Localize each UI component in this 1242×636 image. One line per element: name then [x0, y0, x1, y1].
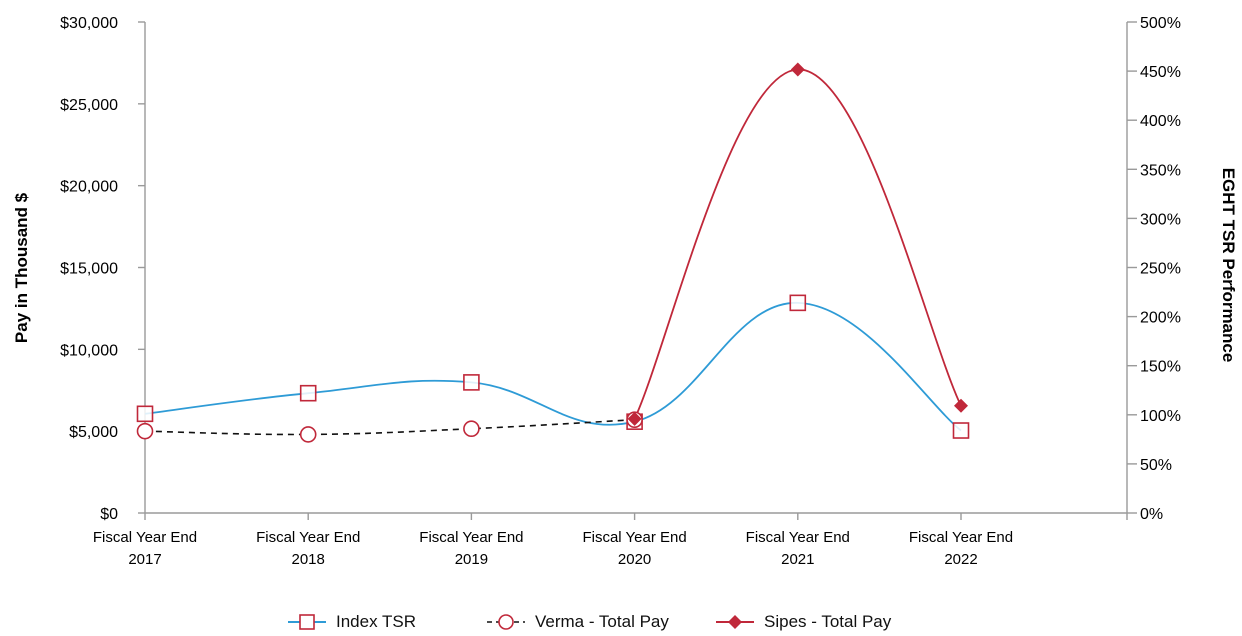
- series-line-index-tsr: [144, 301, 962, 432]
- left-tick-label: $0: [100, 506, 118, 523]
- x-tick-label-line: 2018: [292, 551, 325, 568]
- chart: $0 $5,000 $10,000 $15,000 $20,000 $25,000 $30,…: [12, 15, 1238, 568]
- legend: Index TSR Verma - Total Pay Sipes - Tota…: [0, 608, 1242, 636]
- x-tick-label: Fiscal Year End 2021: [746, 529, 850, 568]
- marker-index-tsr: [952, 422, 970, 439]
- x-tick-label-line: 2020: [618, 551, 651, 568]
- x-tick-label-line: 2022: [944, 551, 977, 568]
- legend-swatch-sipes: [716, 615, 754, 629]
- right-tick-label: 500%: [1140, 15, 1181, 32]
- left-tick-label: $10,000: [60, 342, 118, 359]
- legend-label-sipes: Sipes - Total Pay: [764, 612, 892, 631]
- marker-index-tsr: [299, 384, 317, 402]
- marker-index-tsr: [136, 405, 154, 423]
- x-tick-label: Fiscal Year End 2018: [256, 529, 360, 568]
- left-tick-label: $25,000: [60, 97, 118, 114]
- series-line-verma: [144, 418, 635, 436]
- right-axis-title: EGHT TSR Performance: [1219, 168, 1238, 363]
- right-tick-label: 150%: [1140, 359, 1181, 376]
- x-tick-label-line: Fiscal Year End: [93, 529, 197, 546]
- legend-swatch-verma: [487, 614, 525, 630]
- right-tick-label: 200%: [1140, 310, 1181, 327]
- right-tick-label: 250%: [1140, 261, 1181, 278]
- legend-swatch-index-tsr: [288, 614, 326, 630]
- marker-verma: [136, 422, 154, 440]
- x-tick-label: Fiscal Year End 2022: [909, 529, 1013, 568]
- x-tick-label-line: Fiscal Year End: [256, 529, 360, 546]
- marker-index-tsr: [463, 374, 480, 391]
- right-tick-label: 0%: [1140, 506, 1163, 523]
- x-tick-label: Fiscal Year End 2017: [93, 529, 197, 568]
- legend-item-index-tsr: Index TSR: [288, 608, 416, 636]
- x-tick-label: Fiscal Year End 2019: [419, 529, 523, 568]
- left-tick-label: $30,000: [60, 15, 118, 32]
- marker-sipes: [790, 62, 805, 77]
- marker-index-tsr: [789, 294, 807, 312]
- series-line-sipes: [633, 68, 962, 420]
- x-tick-label-line: 2019: [455, 551, 488, 568]
- right-tick-label: 450%: [1140, 64, 1181, 81]
- marker-sipes: [627, 411, 642, 426]
- left-axis-title: Pay in Thousand $: [12, 192, 31, 343]
- legend-item-verma: Verma - Total Pay: [487, 608, 669, 636]
- x-tick-label-line: 2021: [781, 551, 814, 568]
- marker-sipes: [954, 398, 968, 413]
- x-tick-label-line: 2017: [128, 551, 161, 568]
- left-tick-label: $5,000: [69, 424, 118, 441]
- right-tick-label: 100%: [1140, 408, 1181, 425]
- x-tick-label: Fiscal Year End 2020: [582, 529, 686, 568]
- legend-label-verma: Verma - Total Pay: [535, 612, 669, 631]
- axes: $0 $5,000 $10,000 $15,000 $20,000 $25,000 $30,…: [60, 15, 1181, 568]
- marker-verma: [299, 426, 317, 443]
- marker-verma: [463, 420, 480, 438]
- left-tick-label: $15,000: [60, 261, 118, 278]
- right-tick-label: 300%: [1140, 211, 1181, 228]
- left-tick-label: $20,000: [60, 179, 118, 196]
- legend-item-sipes: Sipes - Total Pay: [716, 608, 891, 636]
- x-tick-label-line: Fiscal Year End: [582, 529, 686, 546]
- series-lines: [144, 68, 962, 436]
- x-tick-label-line: Fiscal Year End: [909, 529, 1013, 546]
- right-tick-label: 50%: [1140, 457, 1172, 474]
- series-markers: [136, 62, 970, 443]
- legend-label-index-tsr: Index TSR: [336, 612, 417, 631]
- x-tick-label-line: Fiscal Year End: [419, 529, 523, 546]
- x-tick-label-line: Fiscal Year End: [746, 529, 850, 546]
- right-tick-label: 400%: [1140, 113, 1181, 130]
- right-tick-label: 350%: [1140, 162, 1181, 179]
